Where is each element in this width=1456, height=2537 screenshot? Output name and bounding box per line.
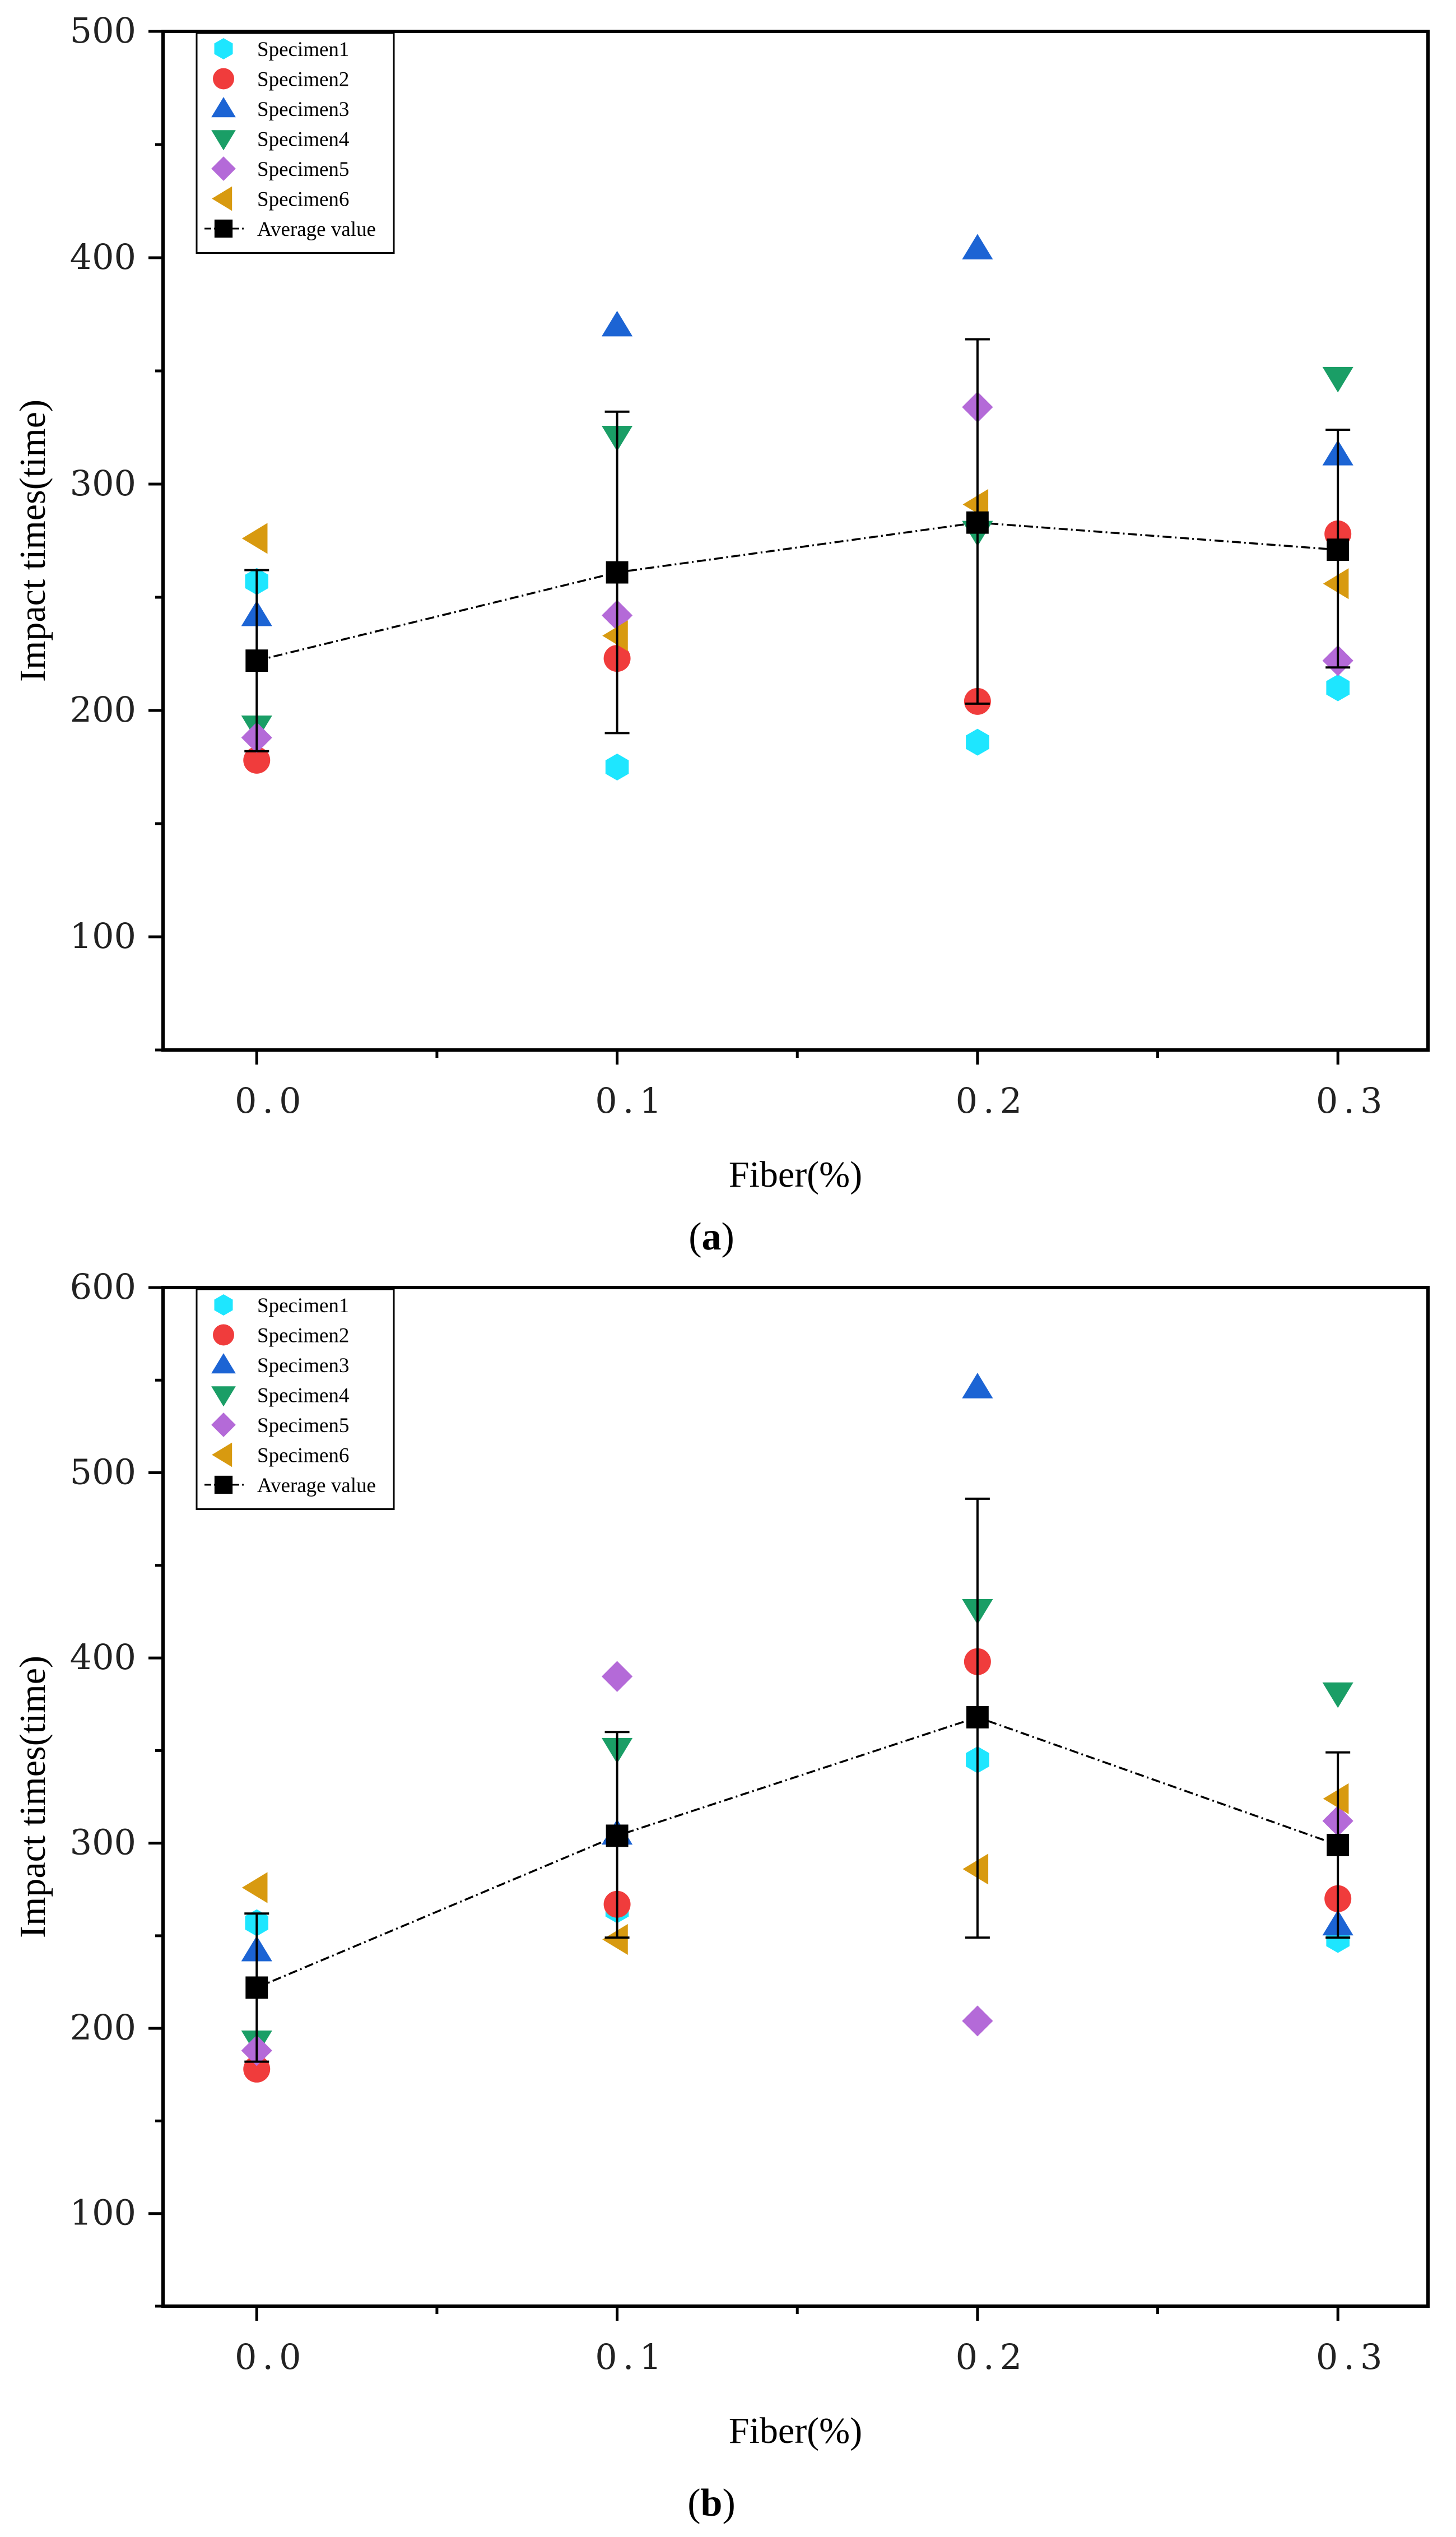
- x-tick-label: 0.1: [595, 1080, 667, 1121]
- x-tick-label: 0.1: [595, 2336, 667, 2377]
- x-tick-label: 0.0: [235, 1080, 307, 1121]
- data-point-specimen6: [241, 523, 268, 554]
- data-point-specimen5: [601, 1661, 633, 1692]
- data-point-specimen4: [1322, 366, 1353, 393]
- legend-label: Specimen3: [257, 1354, 349, 1377]
- legend-marker-specimen3: [211, 97, 236, 118]
- data-point-specimen4: [1322, 1682, 1353, 1708]
- legend-box: [196, 1288, 395, 1510]
- data-point-average-value: [245, 649, 268, 672]
- y-tick-label: 100: [70, 916, 136, 956]
- legend-marker-specimen6: [212, 1442, 232, 1467]
- data-point-average-value: [245, 1976, 268, 1999]
- legend-marker-specimen1: [214, 1294, 233, 1316]
- x-axis-ticks: 0.0 0.1 0.2 0.3: [235, 2306, 1388, 2377]
- legend-marker-specimen1: [214, 38, 233, 59]
- data-point-average-value: [1327, 538, 1350, 561]
- data-point-specimen1: [1326, 674, 1350, 701]
- average-series-line: [256, 1716, 1338, 1989]
- legend-marker-specimen2: [213, 1324, 234, 1346]
- y-tick-label: 400: [70, 1637, 136, 1678]
- data-point-average-value: [966, 1706, 989, 1728]
- x-axis-title: Fiber(%): [729, 2410, 862, 2451]
- legend-label: Specimen3: [257, 98, 349, 121]
- data-point-specimen6: [1323, 1783, 1349, 1814]
- data-point-specimen6: [1323, 568, 1349, 600]
- legend-marker-average-value: [214, 219, 233, 238]
- y-tick-label: 300: [70, 463, 136, 504]
- legend-box: [196, 32, 395, 254]
- y-axis-title: Impact times(time): [12, 399, 53, 682]
- legend-label: Specimen6: [257, 1444, 349, 1467]
- legend-marker-average-value: [214, 1475, 233, 1494]
- legend-marker-specimen6: [212, 186, 232, 211]
- plot-area-frame: [161, 30, 1430, 1052]
- legend-label: Specimen4: [257, 128, 349, 151]
- x-axis-ticks: 0.0 0.1 0.2 0.3: [235, 1050, 1388, 1121]
- legend-label: Average value: [257, 218, 376, 241]
- data-point-average-value: [606, 1824, 629, 1847]
- data-point-specimen3: [962, 234, 993, 260]
- y-tick-label: 600: [70, 1266, 136, 1307]
- x-tick-label: 0.3: [1316, 1080, 1388, 1121]
- legend-label: Specimen6: [257, 188, 349, 211]
- data-point-specimen6: [962, 1853, 989, 1885]
- legend-label: Specimen1: [257, 1294, 349, 1317]
- legend: Specimen1 Specimen2 Specimen3 Specimen4 Spec…: [196, 32, 395, 254]
- legend-label: Specimen2: [257, 1325, 349, 1348]
- plot-area-frame: [161, 1286, 1430, 2308]
- legend-label: Specimen5: [257, 1414, 349, 1437]
- legend: Specimen1 Specimen2 Specimen3 Specimen4 Spec…: [196, 1288, 395, 1510]
- data-point-specimen3: [962, 1373, 993, 1398]
- legend-marker-specimen4: [211, 1386, 236, 1407]
- data-layer: [241, 1373, 1353, 2083]
- y-tick-label: 200: [70, 689, 136, 730]
- legend-label: Specimen1: [257, 38, 349, 61]
- legend-marker-specimen5: [211, 1412, 236, 1437]
- data-point-specimen1: [605, 754, 629, 780]
- data-point-average-value: [606, 561, 629, 584]
- x-axis-title: Fiber(%): [729, 1154, 862, 1195]
- y-tick-label: 500: [70, 1452, 136, 1493]
- x-tick-label: 0.2: [956, 1080, 1028, 1121]
- legend-label: Average value: [257, 1474, 376, 1497]
- legend-marker-specimen2: [213, 68, 234, 90]
- y-axis-ticks: 100 200 300 400 500: [70, 10, 163, 1052]
- legend-marker-specimen5: [211, 156, 236, 181]
- data-layer: [241, 234, 1353, 780]
- y-tick-label: 500: [70, 10, 136, 51]
- panel-caption: (b): [687, 2482, 736, 2525]
- legend-label: Specimen5: [257, 158, 349, 181]
- legend-marker-specimen4: [211, 130, 236, 151]
- legend-label: Specimen2: [257, 68, 349, 91]
- y-tick-label: 300: [70, 1822, 136, 1863]
- y-tick-label: 400: [70, 236, 136, 277]
- y-tick-label: 100: [70, 2192, 136, 2233]
- chart-panel-b: 100 200 300 400 500 600 0.0 0.1 0.2 0.3 Specimen…: [12, 1266, 1430, 2525]
- x-tick-label: 0.0: [235, 2336, 307, 2377]
- x-tick-label: 0.3: [1316, 2336, 1388, 2377]
- data-point-average-value: [1327, 1833, 1350, 1856]
- legend-marker-specimen3: [211, 1353, 236, 1374]
- average-series-line: [256, 521, 1338, 662]
- y-axis-title: Impact times(time): [12, 1656, 53, 1938]
- data-point-specimen3: [601, 310, 633, 337]
- y-tick-label: 200: [70, 2007, 136, 2048]
- panel-caption: (a): [689, 1215, 734, 1258]
- data-point-average-value: [966, 511, 989, 534]
- legend-label: Specimen4: [257, 1384, 349, 1407]
- x-tick-label: 0.2: [956, 2336, 1028, 2377]
- data-point-specimen2: [243, 746, 271, 774]
- data-point-specimen5: [962, 2005, 993, 2037]
- data-point-specimen6: [241, 1872, 268, 1903]
- data-point-specimen6: [602, 620, 628, 652]
- data-point-specimen1: [966, 728, 989, 756]
- y-axis-ticks: 100 200 300 400 500 600: [70, 1266, 163, 2308]
- data-point-specimen6: [602, 1923, 628, 1955]
